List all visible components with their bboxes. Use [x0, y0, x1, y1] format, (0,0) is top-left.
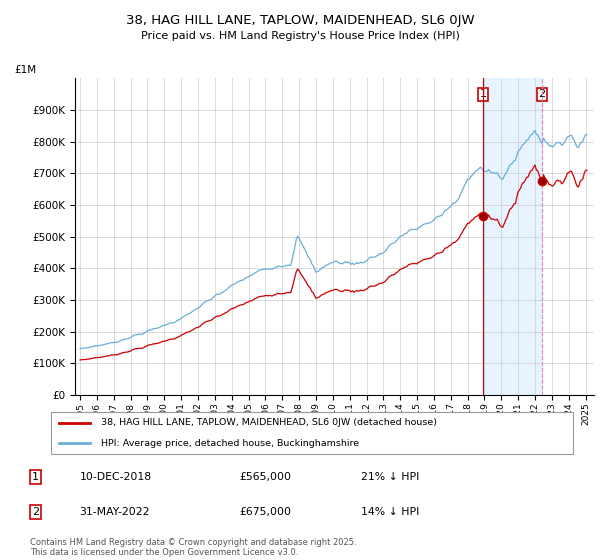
Text: 2: 2 — [32, 507, 39, 517]
Text: 2: 2 — [539, 89, 545, 99]
FancyBboxPatch shape — [50, 412, 574, 454]
Text: £1M: £1M — [14, 65, 36, 75]
Text: 10-DEC-2018: 10-DEC-2018 — [80, 472, 152, 482]
Text: Contains HM Land Registry data © Crown copyright and database right 2025.
This d: Contains HM Land Registry data © Crown c… — [30, 538, 356, 557]
Text: 31-MAY-2022: 31-MAY-2022 — [80, 507, 150, 517]
Text: 14% ↓ HPI: 14% ↓ HPI — [361, 507, 419, 517]
Text: 21% ↓ HPI: 21% ↓ HPI — [361, 472, 419, 482]
Text: 38, HAG HILL LANE, TAPLOW, MAIDENHEAD, SL6 0JW (detached house): 38, HAG HILL LANE, TAPLOW, MAIDENHEAD, S… — [101, 418, 437, 427]
Text: HPI: Average price, detached house, Buckinghamshire: HPI: Average price, detached house, Buck… — [101, 439, 359, 448]
Text: £675,000: £675,000 — [240, 507, 292, 517]
Text: 38, HAG HILL LANE, TAPLOW, MAIDENHEAD, SL6 0JW: 38, HAG HILL LANE, TAPLOW, MAIDENHEAD, S… — [125, 14, 475, 27]
Text: Price paid vs. HM Land Registry's House Price Index (HPI): Price paid vs. HM Land Registry's House … — [140, 31, 460, 41]
Text: 1: 1 — [479, 89, 487, 99]
Text: 1: 1 — [32, 472, 39, 482]
Text: £565,000: £565,000 — [240, 472, 292, 482]
